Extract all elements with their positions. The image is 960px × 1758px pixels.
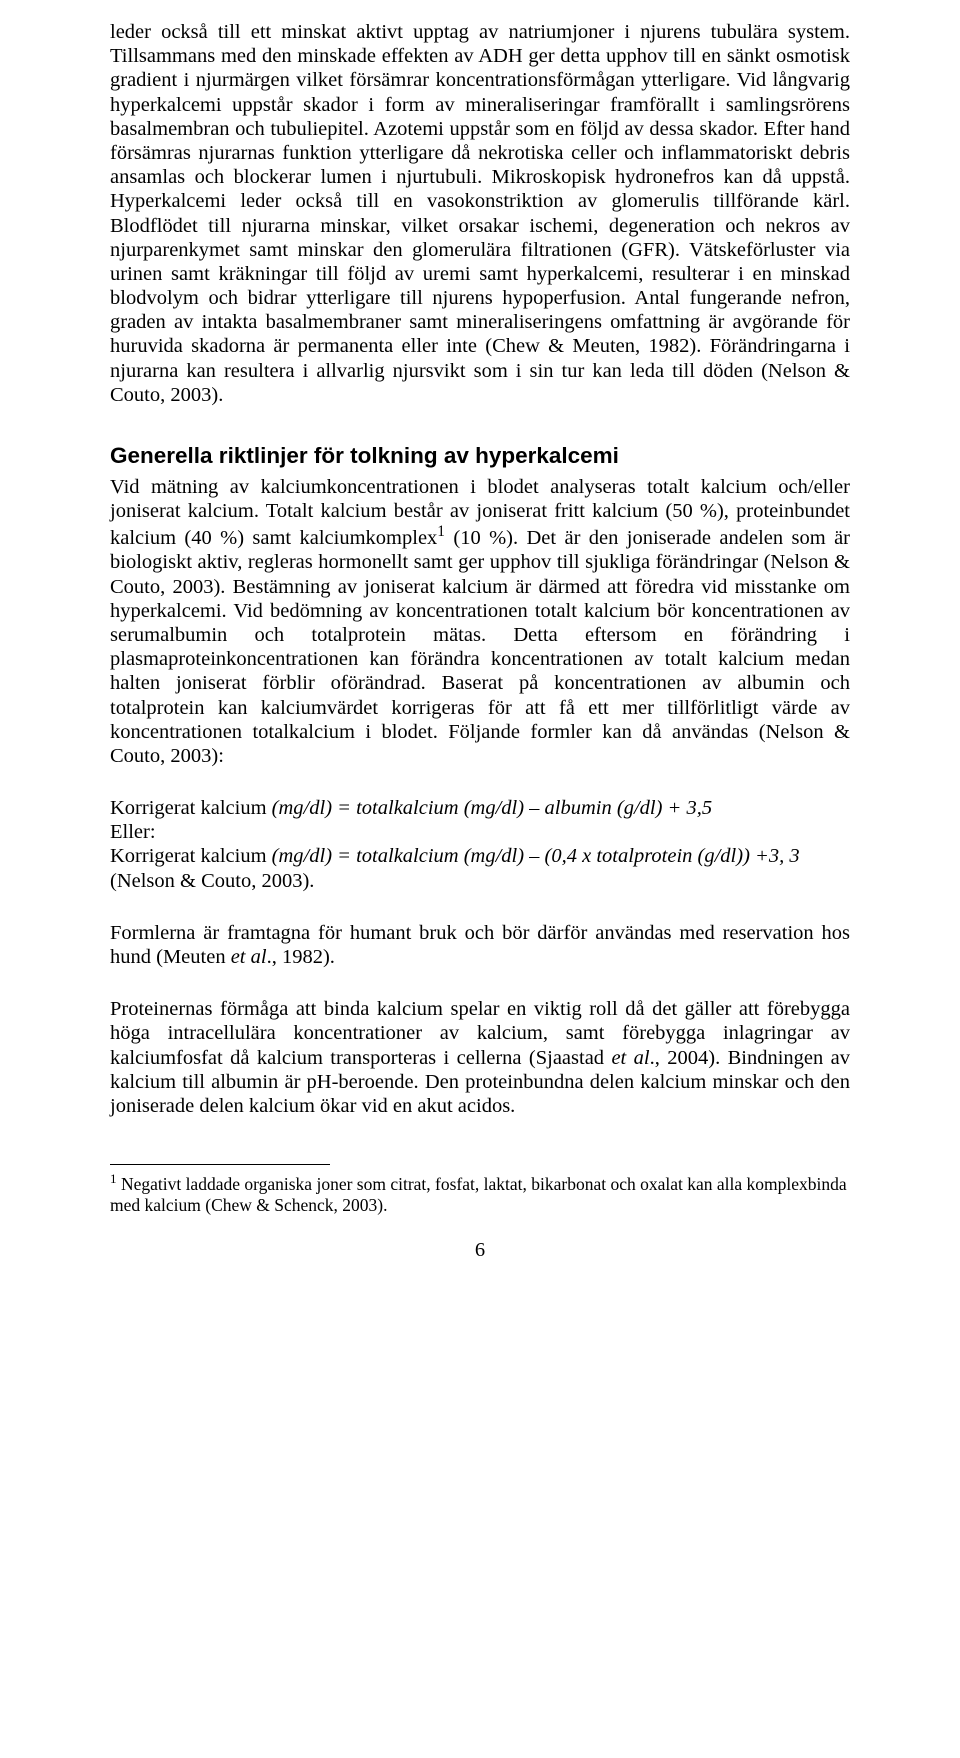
paragraph-3-etal: et al — [231, 946, 267, 968]
formula-or: Eller: — [110, 820, 850, 844]
footnote-ref-1: 1 — [437, 523, 445, 540]
paragraph-4-etal: et al — [611, 1047, 649, 1069]
footnote-text: Negativt laddade organiska joner som cit… — [110, 1174, 847, 1215]
paragraph-2-part-b: (10 %). Det är den joniserade andelen so… — [110, 527, 850, 767]
formula-2-cite: (Nelson & Couto, 2003). — [110, 870, 314, 892]
formula-1-expr: (mg/dl) = totalkalcium (mg/dl) – albumin… — [272, 797, 712, 819]
page-number: 6 — [110, 1239, 850, 1262]
section-heading: Generella riktlinjer för tolkning av hyp… — [110, 443, 850, 469]
formula-block: Korrigerat kalcium (mg/dl) = totalkalciu… — [110, 796, 850, 893]
formula-2: Korrigerat kalcium (mg/dl) = totalkalciu… — [110, 844, 850, 892]
footnote-1: 1 Negativt laddade organiska joner som c… — [110, 1171, 850, 1215]
paragraph-2: Vid mätning av kalciumkoncentrationen i … — [110, 475, 850, 768]
formula-1-label: Korrigerat kalcium — [110, 797, 272, 819]
paragraph-1: leder också till ett minskat aktivt uppt… — [110, 20, 850, 407]
footnote-separator — [110, 1164, 330, 1165]
paragraph-3: Formlerna är framtagna för humant bruk o… — [110, 921, 850, 969]
paragraph-3-part-a: Formlerna är framtagna för humant bruk o… — [110, 922, 850, 968]
formula-2-label: Korrigerat kalcium — [110, 845, 272, 867]
document-page: leder också till ett minskat aktivt uppt… — [0, 0, 960, 1302]
paragraph-4: Proteinernas förmåga att binda kalcium s… — [110, 997, 850, 1118]
paragraph-3-part-c: ., 1982). — [267, 946, 335, 968]
formula-2-expr: (mg/dl) = totalkalcium (mg/dl) – (0,4 x … — [272, 845, 800, 867]
formula-1: Korrigerat kalcium (mg/dl) = totalkalciu… — [110, 796, 850, 820]
